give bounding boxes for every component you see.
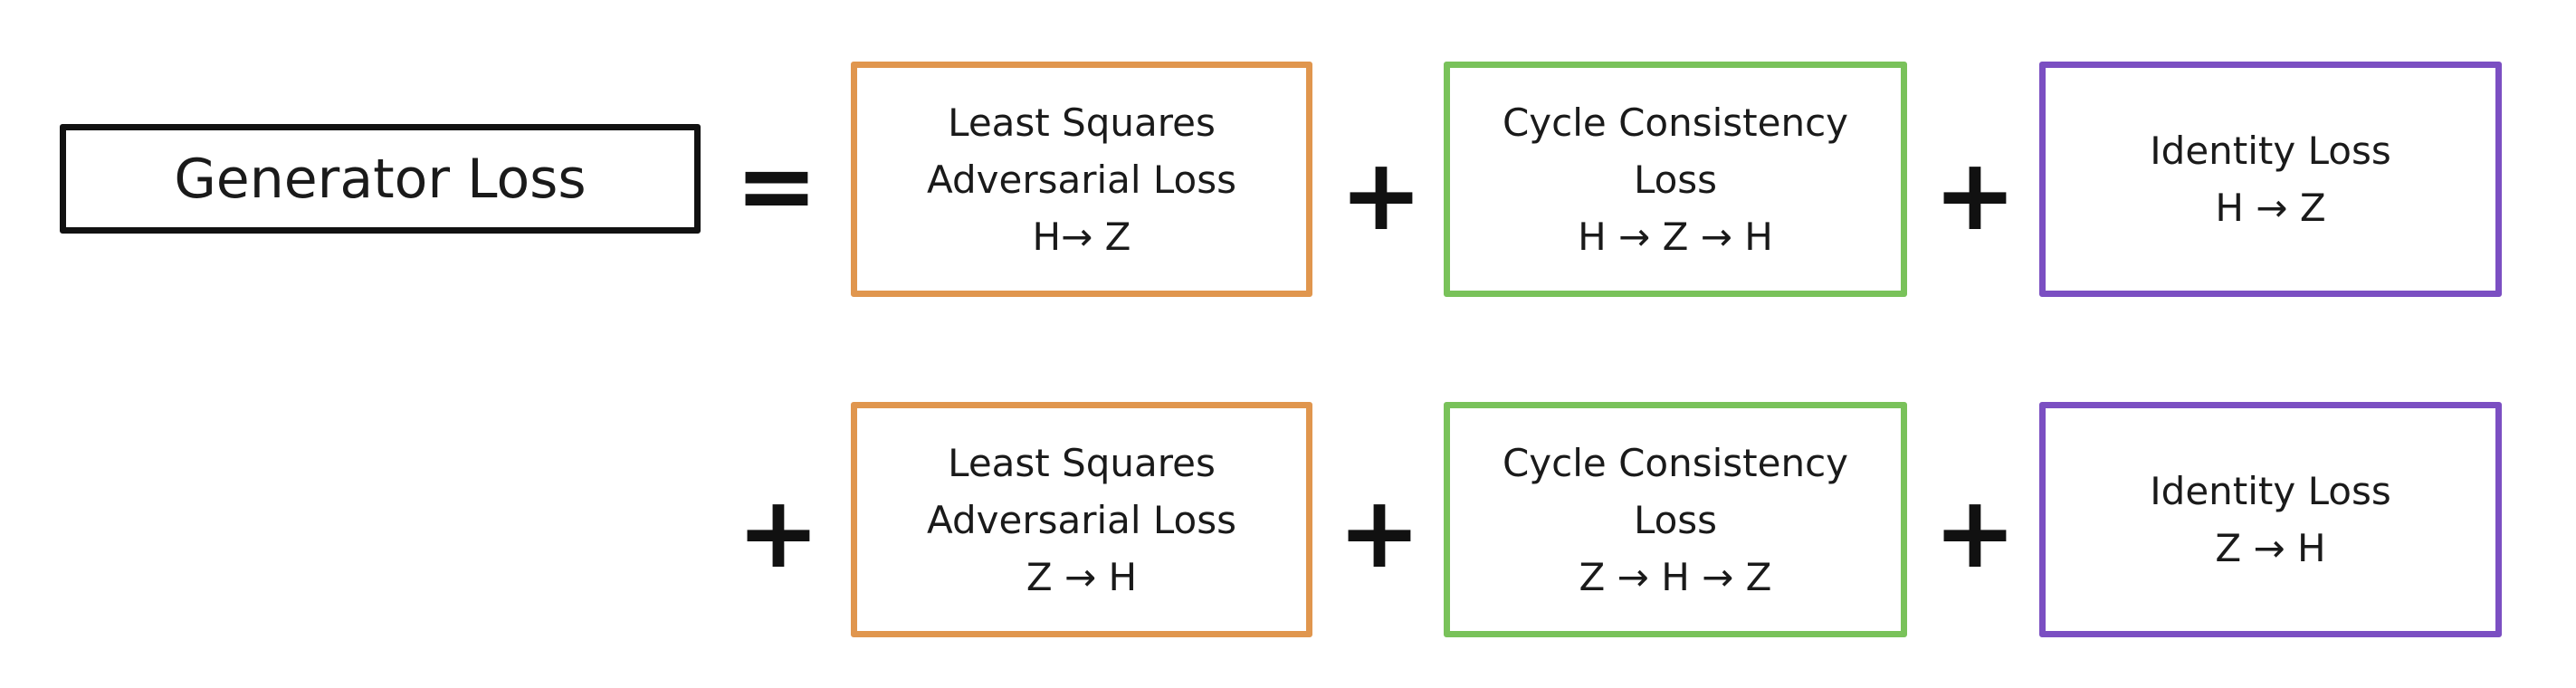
adversarial-loss-z-to-h-line-3: Z → H — [1026, 554, 1138, 599]
cycle-consistency-z-h-z-box: Cycle Consistency Loss Z → H → Z — [1444, 402, 1907, 637]
equals-sign: = — [734, 128, 819, 244]
cycle-consistency-z-h-z-line-2: Loss — [1633, 497, 1718, 542]
cycle-consistency-h-z-h-line-3: H → Z → H — [1578, 214, 1773, 259]
adversarial-loss-z-to-h-box: Least Squares Adversarial Loss Z → H — [851, 402, 1312, 637]
plus-sign-row2-leading: + — [736, 474, 821, 590]
cycle-consistency-h-z-h-box: Cycle Consistency Loss H → Z → H — [1444, 62, 1907, 297]
plus-sign-row2-a: + — [1337, 474, 1422, 590]
cycle-consistency-h-z-h-line-2: Loss — [1633, 157, 1718, 202]
cycle-consistency-z-h-z-line-1: Cycle Consistency — [1502, 440, 1849, 485]
generator-loss-box: Generator Loss — [60, 124, 701, 234]
plus-sign-row1-b: + — [1932, 137, 2018, 253]
adversarial-loss-h-to-z-box: Least Squares Adversarial Loss H→ Z — [851, 62, 1312, 297]
identity-loss-z-to-h-line-2: Z → H — [2215, 526, 2326, 570]
adversarial-loss-z-to-h-line-1: Least Squares — [948, 440, 1216, 485]
identity-loss-z-to-h-line-1: Identity Loss — [2150, 469, 2391, 513]
cycle-consistency-z-h-z-line-3: Z → H → Z — [1579, 554, 1772, 599]
plus-sign-row1-a: + — [1339, 137, 1424, 253]
adversarial-loss-h-to-z-line-2: Adversarial Loss — [926, 157, 1237, 202]
adversarial-loss-h-to-z-line-3: H→ Z — [1032, 214, 1131, 259]
identity-loss-h-to-z-line-1: Identity Loss — [2150, 129, 2391, 173]
identity-loss-z-to-h-box: Identity Loss Z → H — [2039, 402, 2502, 637]
identity-loss-h-to-z-box: Identity Loss H → Z — [2039, 62, 2502, 297]
identity-loss-h-to-z-line-2: H → Z — [2215, 186, 2326, 230]
cycle-consistency-h-z-h-line-1: Cycle Consistency — [1502, 100, 1849, 145]
plus-sign-row2-b: + — [1932, 474, 2018, 590]
adversarial-loss-z-to-h-line-2: Adversarial Loss — [926, 497, 1237, 542]
adversarial-loss-h-to-z-line-1: Least Squares — [948, 100, 1216, 145]
generator-loss-label: Generator Loss — [174, 147, 587, 211]
